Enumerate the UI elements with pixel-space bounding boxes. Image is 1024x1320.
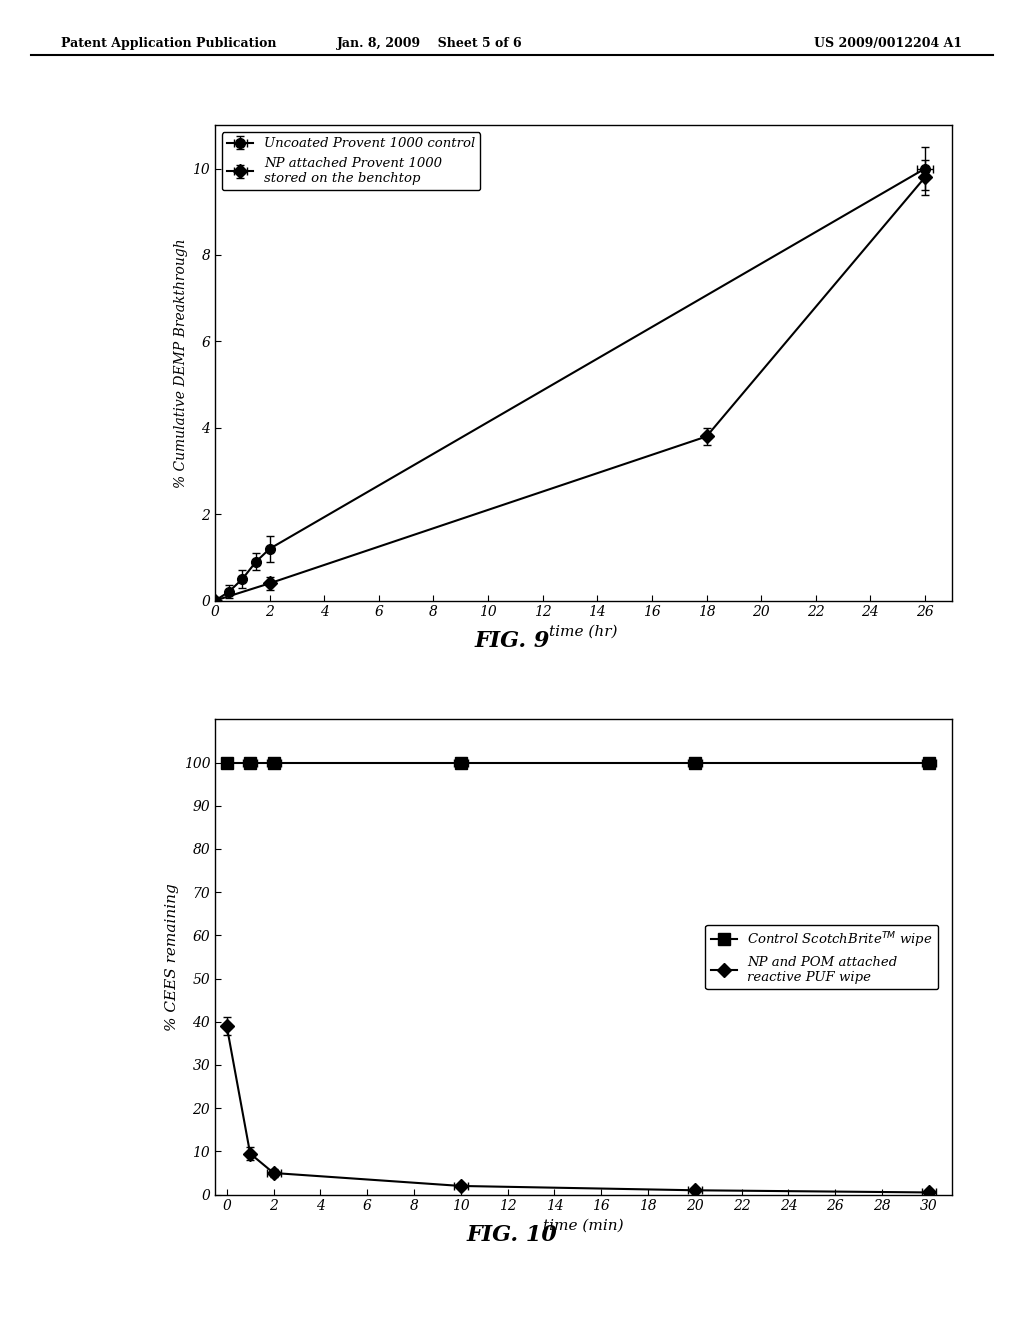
Text: FIG. 9: FIG. 9 <box>474 630 550 652</box>
Y-axis label: % Cumulative DEMP Breakthrough: % Cumulative DEMP Breakthrough <box>174 238 188 488</box>
Text: US 2009/0012204 A1: US 2009/0012204 A1 <box>814 37 963 50</box>
Text: Jan. 8, 2009    Sheet 5 of 6: Jan. 8, 2009 Sheet 5 of 6 <box>337 37 523 50</box>
Legend: Control ScotchBrite$^{TM}$ wipe, NP and POM attached
reactive PUF wipe: Control ScotchBrite$^{TM}$ wipe, NP and … <box>706 924 938 990</box>
Legend: Uncoated Provent 1000 control, NP attached Provent 1000
stored on the benchtop: Uncoated Provent 1000 control, NP attach… <box>221 132 480 190</box>
X-axis label: time (hr): time (hr) <box>550 624 617 639</box>
Y-axis label: % CEES remaining: % CEES remaining <box>166 883 179 1031</box>
Text: Patent Application Publication: Patent Application Publication <box>61 37 276 50</box>
Text: FIG. 10: FIG. 10 <box>467 1224 557 1246</box>
X-axis label: time (min): time (min) <box>544 1218 624 1233</box>
